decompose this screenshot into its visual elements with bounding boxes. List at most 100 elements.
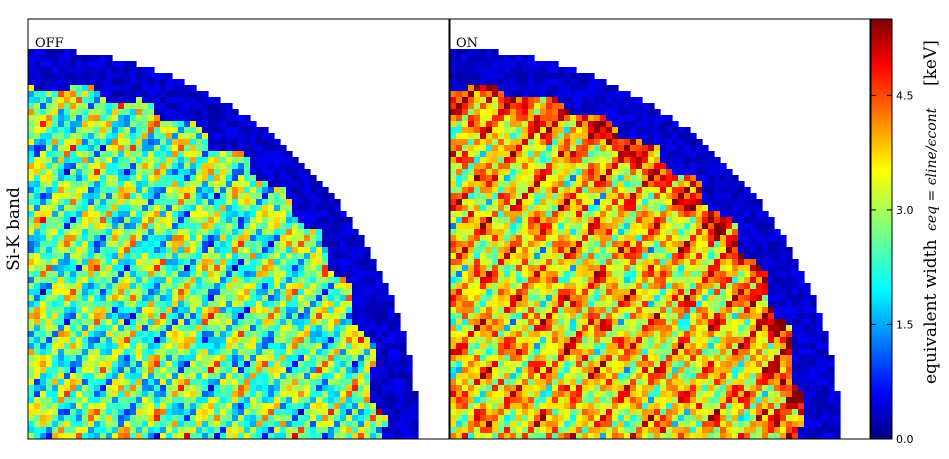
heatmap-cell xyxy=(28,169,35,176)
heatmap-cell xyxy=(768,223,775,230)
heatmap-cell xyxy=(40,73,47,80)
heatmap-cell xyxy=(106,223,113,230)
heatmap-cell xyxy=(618,265,625,272)
heatmap-cell xyxy=(136,313,143,320)
heatmap-cell xyxy=(130,427,137,434)
heatmap-cell xyxy=(76,295,83,302)
heatmap-cell xyxy=(468,139,475,146)
heatmap-cell xyxy=(256,169,263,176)
heatmap-cell xyxy=(148,385,155,392)
heatmap-cell xyxy=(154,127,161,134)
heatmap-cell xyxy=(292,229,299,236)
heatmap-cell xyxy=(70,355,77,362)
heatmap-cell xyxy=(292,187,299,194)
heatmap-cell xyxy=(130,187,137,194)
heatmap-cell xyxy=(130,229,137,236)
heatmap-cell xyxy=(696,169,703,176)
heatmap-cell xyxy=(250,265,257,272)
heatmap-cell xyxy=(166,343,173,350)
heatmap-cell xyxy=(64,289,71,296)
heatmap-cell xyxy=(654,193,661,200)
heatmap-cell xyxy=(274,391,281,398)
heatmap-cell xyxy=(606,253,613,260)
heatmap-cell xyxy=(250,379,257,386)
heatmap-cell xyxy=(510,259,517,266)
heatmap-cell xyxy=(594,139,601,146)
heatmap-cell xyxy=(504,79,511,86)
heatmap-cell xyxy=(450,223,457,230)
heatmap-cell xyxy=(178,295,185,302)
heatmap-cell xyxy=(46,223,53,230)
heatmap-cell xyxy=(112,331,119,338)
heatmap-cell xyxy=(178,349,185,356)
heatmap-cell xyxy=(516,139,523,146)
heatmap-cell xyxy=(196,331,203,338)
heatmap-cell xyxy=(540,145,547,152)
heatmap-cell xyxy=(522,259,529,266)
heatmap-cell xyxy=(570,85,577,92)
heatmap-cell xyxy=(468,121,475,128)
heatmap-cell xyxy=(76,361,83,368)
heatmap-cell xyxy=(130,253,137,260)
heatmap-cell xyxy=(196,295,203,302)
heatmap-cell xyxy=(70,349,77,356)
heatmap-cell xyxy=(64,409,71,416)
heatmap-cell xyxy=(486,127,493,134)
heatmap-cell xyxy=(130,181,137,188)
heatmap-cell xyxy=(346,217,353,224)
heatmap-cell xyxy=(286,367,293,374)
heatmap-cell xyxy=(166,271,173,278)
heatmap-cell xyxy=(70,181,77,188)
heatmap-cell xyxy=(28,193,35,200)
heatmap-cell xyxy=(58,385,65,392)
heatmap-cell xyxy=(64,133,71,140)
heatmap-cell xyxy=(352,301,359,308)
heatmap-cell xyxy=(624,139,631,146)
heatmap-cell xyxy=(118,181,125,188)
heatmap-cell xyxy=(118,211,125,218)
heatmap-cell xyxy=(486,61,493,68)
heatmap-cell xyxy=(534,103,541,110)
heatmap-cell xyxy=(154,217,161,224)
heatmap-cell xyxy=(358,265,365,272)
heatmap-cell xyxy=(364,409,371,416)
heatmap-cell xyxy=(450,211,457,218)
heatmap-cell xyxy=(546,169,553,176)
heatmap-cell xyxy=(88,145,95,152)
heatmap-cell xyxy=(202,385,209,392)
heatmap-cell xyxy=(244,325,251,332)
heatmap-cell xyxy=(88,121,95,128)
heatmap-cell xyxy=(412,391,419,398)
heatmap-cell xyxy=(310,313,317,320)
heatmap-cell xyxy=(340,379,347,386)
heatmap-cell xyxy=(208,229,215,236)
heatmap-cell xyxy=(298,385,305,392)
heatmap-cell xyxy=(178,247,185,254)
heatmap-cell xyxy=(618,103,625,110)
heatmap-cell xyxy=(594,169,601,176)
heatmap-cell xyxy=(708,235,715,242)
heatmap-cell xyxy=(52,235,59,242)
heatmap-cell xyxy=(280,265,287,272)
heatmap-cell xyxy=(280,157,287,164)
heatmap-cell xyxy=(88,169,95,176)
heatmap-cell xyxy=(648,151,655,158)
heatmap-cell xyxy=(462,145,469,152)
heatmap-cell xyxy=(322,355,329,362)
heatmap-cell xyxy=(744,223,751,230)
heatmap-cell xyxy=(552,97,559,104)
heatmap-cell xyxy=(88,361,95,368)
heatmap-cell xyxy=(220,433,227,439)
heatmap-cell xyxy=(262,337,269,344)
heatmap-cell xyxy=(214,235,221,242)
heatmap-cell xyxy=(208,253,215,260)
heatmap-cell xyxy=(304,247,311,254)
heatmap-cell xyxy=(358,295,365,302)
heatmap-cell xyxy=(88,313,95,320)
heatmap-cell xyxy=(328,355,335,362)
heatmap-cell xyxy=(184,289,191,296)
heatmap-cell xyxy=(64,151,71,158)
heatmap-cell xyxy=(268,403,275,410)
heatmap-cell xyxy=(148,325,155,332)
heatmap-cell xyxy=(88,97,95,104)
